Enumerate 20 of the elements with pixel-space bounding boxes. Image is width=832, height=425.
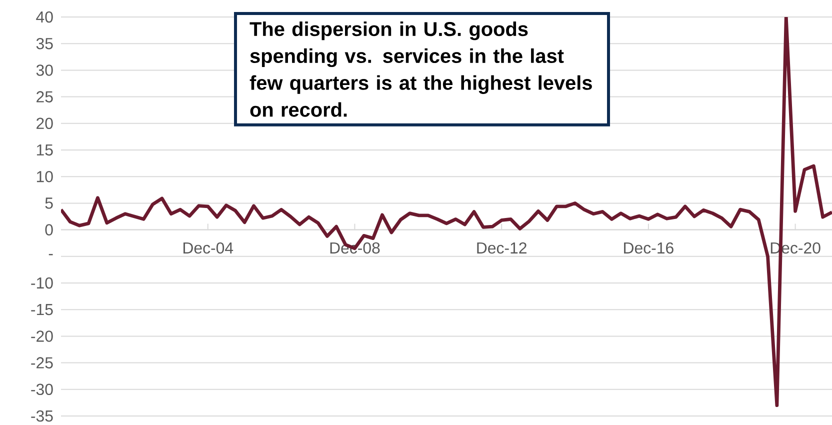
y-tick-label: 25 [36, 91, 53, 102]
annotation: The dispersion in U.S. goods spending vs. services in the last few quarters is at the highest levels on record. [250, 21, 592, 117]
y-tick-label: 35 [36, 38, 53, 50]
y-tick-label: - [48, 254, 53, 256]
y-tick-label: 30 [36, 64, 53, 76]
y-tick-label: 10 [36, 170, 53, 182]
y-tick-label: -20 [31, 330, 53, 342]
y-tick-label: -10 [31, 277, 53, 289]
y-tick-label: -25 [31, 357, 53, 368]
x-tick-label: Dec-16 [624, 242, 674, 254]
y-tick-label: -15 [31, 304, 53, 316]
x-tick-label: Dec-04 [183, 242, 234, 254]
y-tick-label: -30 [31, 384, 53, 396]
y-tick-label: 15 [36, 144, 53, 156]
y-tick-label: -35 [31, 410, 53, 422]
x-tick-label: Dec-12 [477, 242, 526, 254]
y-tick-label: 5 [45, 198, 53, 209]
y-tick-label: 40 [36, 11, 53, 23]
y-tick-label: 20 [36, 118, 53, 130]
y-tick-label: 0 [45, 224, 53, 236]
